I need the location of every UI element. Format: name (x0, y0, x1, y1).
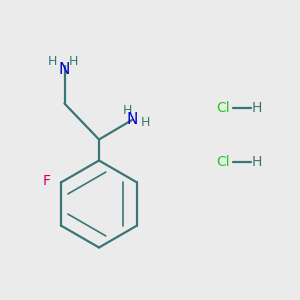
Text: H: H (141, 116, 150, 130)
Text: H: H (123, 104, 132, 118)
Text: H: H (69, 55, 78, 68)
Text: Cl: Cl (216, 101, 230, 115)
Text: H: H (251, 155, 262, 169)
Text: H: H (251, 101, 262, 115)
Text: Cl: Cl (216, 155, 230, 169)
Text: H: H (48, 55, 57, 68)
Text: F: F (42, 174, 50, 188)
Text: N: N (59, 62, 70, 77)
Text: N: N (126, 112, 138, 128)
